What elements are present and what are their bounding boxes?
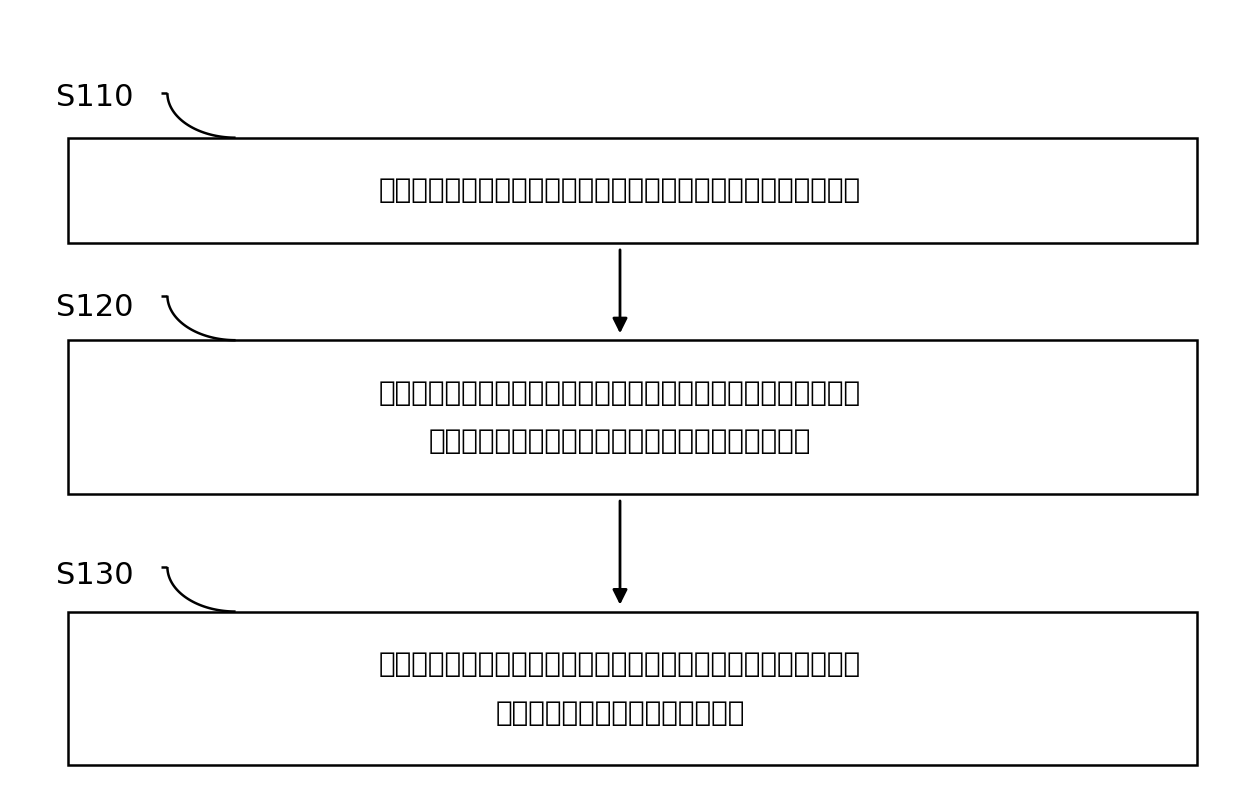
Bar	[68, 612, 1197, 765]
Bar	[68, 340, 1197, 494]
Text: S110: S110	[56, 83, 134, 112]
Text: 基于该配置参数判断是否对输入的基带信号进行修正: 基于该配置参数判断是否对输入的基带信号进行修正	[429, 428, 811, 455]
Text: 基于基带信号所在电路的工作状态产生识别码及基带信号配置参数: 基于基带信号所在电路的工作状态产生识别码及基带信号配置参数	[379, 177, 861, 204]
Text: 得输出的基带信号满足占空比要求: 得输出的基带信号满足占空比要求	[495, 699, 745, 727]
Text: S130: S130	[56, 561, 134, 590]
Text: 基于识别码判断是否读取基带信号配置参数，如读取配置参数，则: 基于识别码判断是否读取基带信号配置参数，如读取配置参数，则	[379, 379, 861, 407]
Text: S120: S120	[56, 293, 134, 322]
Text: 如需进行修正，则基于配置参数对输入的基带信号进行修正，以使: 如需进行修正，则基于配置参数对输入的基带信号进行修正，以使	[379, 650, 861, 678]
Bar	[68, 138, 1197, 243]
